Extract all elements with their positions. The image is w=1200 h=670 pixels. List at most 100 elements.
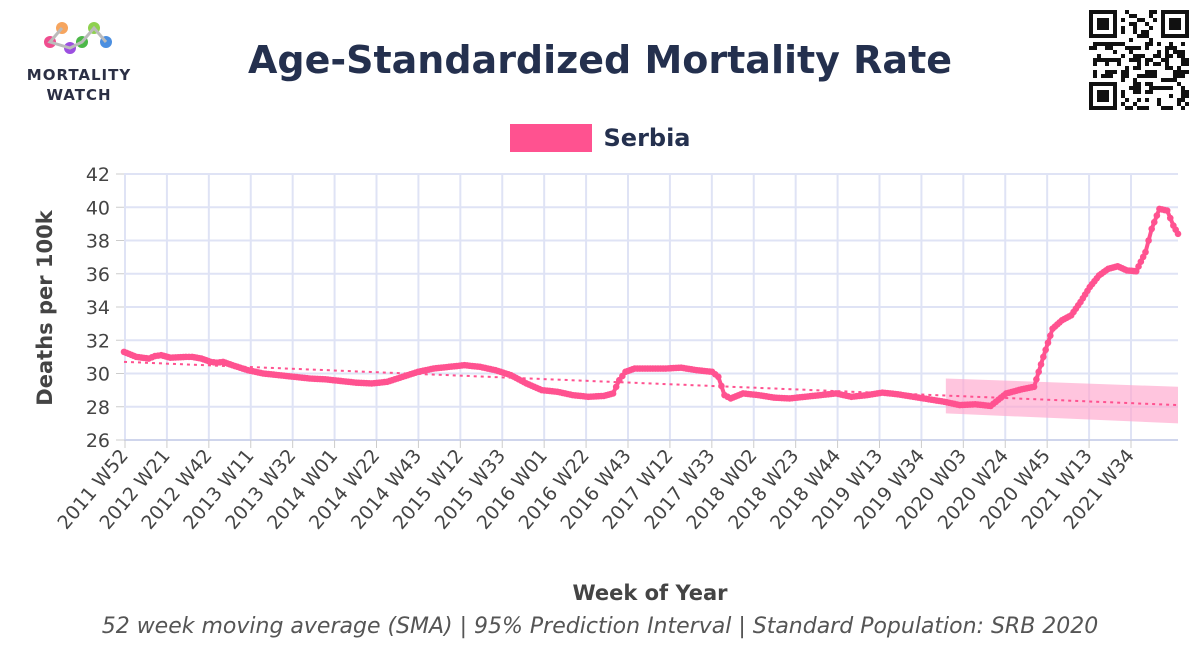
y-tick-label: 34 — [86, 297, 110, 319]
qr-module — [1145, 42, 1149, 46]
qr-module — [1181, 70, 1185, 74]
qr-module — [1177, 50, 1181, 54]
qr-module — [1181, 98, 1185, 102]
qr-module — [1105, 42, 1109, 46]
qr-module — [1129, 50, 1133, 54]
qr-module — [1149, 38, 1153, 42]
data-point — [1047, 332, 1054, 339]
qr-module — [1121, 42, 1125, 46]
qr-module — [1165, 54, 1169, 58]
qr-finder-core — [1169, 18, 1181, 30]
qr-module — [1129, 38, 1133, 42]
qr-module — [1093, 70, 1097, 74]
qr-module — [1137, 18, 1141, 22]
qr-module — [1157, 50, 1161, 54]
chart-footer-note: 52 week moving average (SMA) | 95% Predi… — [101, 614, 1099, 639]
qr-module — [1121, 90, 1125, 94]
qr-code-icon — [1089, 10, 1189, 110]
qr-module — [1121, 30, 1125, 34]
qr-module — [1169, 78, 1173, 82]
y-tick-label: 42 — [86, 164, 110, 186]
qr-module — [1137, 34, 1141, 38]
qr-module — [1161, 58, 1165, 62]
data-point — [609, 390, 617, 397]
qr-module — [1149, 74, 1153, 78]
qr-module — [1165, 66, 1169, 70]
qr-module — [1165, 62, 1169, 66]
qr-module — [1145, 62, 1149, 66]
qr-module — [1137, 66, 1141, 70]
qr-module — [1093, 46, 1097, 50]
y-tick-label: 26 — [86, 430, 110, 452]
qr-module — [1105, 70, 1109, 74]
qr-module — [1185, 62, 1189, 66]
qr-module — [1185, 102, 1189, 106]
data-point — [1142, 248, 1149, 256]
qr-module — [1157, 86, 1161, 90]
qr-module — [1141, 34, 1145, 38]
qr-module — [1101, 74, 1105, 78]
qr-module — [1101, 58, 1105, 62]
qr-module — [1169, 86, 1173, 90]
qr-module — [1185, 58, 1189, 62]
qr-module — [1137, 82, 1141, 86]
qr-module — [1165, 46, 1169, 50]
qr-module — [1153, 54, 1157, 58]
qr-module — [1113, 58, 1117, 62]
y-axis-label: Deaths per 100k — [33, 209, 57, 405]
qr-module — [1177, 82, 1181, 86]
qr-module — [1109, 46, 1113, 50]
qr-module — [1185, 94, 1189, 98]
qr-module — [1121, 54, 1125, 58]
qr-module — [1149, 90, 1153, 94]
qr-module — [1125, 46, 1129, 50]
qr-module — [1157, 62, 1161, 66]
qr-module — [1109, 42, 1113, 46]
qr-module — [1113, 42, 1117, 46]
qr-module — [1121, 94, 1125, 98]
qr-module — [1145, 46, 1149, 50]
qr-module — [1145, 34, 1149, 38]
qr-module — [1129, 22, 1133, 26]
qr-module — [1157, 54, 1161, 58]
qr-module — [1129, 86, 1133, 90]
qr-module — [1125, 10, 1129, 14]
qr-module — [1181, 74, 1185, 78]
qr-module — [1109, 74, 1113, 78]
qr-module — [1125, 70, 1129, 74]
qr-module — [1169, 106, 1173, 110]
qr-module — [1133, 26, 1137, 30]
qr-module — [1161, 106, 1165, 110]
qr-module — [1181, 54, 1185, 58]
qr-module — [1137, 58, 1141, 62]
qr-module — [1137, 106, 1141, 110]
qr-module — [1157, 42, 1161, 46]
data-point — [1166, 214, 1174, 222]
qr-module — [1145, 30, 1149, 34]
qr-module — [1149, 86, 1153, 90]
y-tick-label: 40 — [86, 197, 110, 219]
qr-module — [1137, 86, 1141, 90]
chart-legend: Serbia — [0, 124, 1200, 152]
data-point — [1040, 353, 1047, 361]
legend-swatch-serbia — [509, 124, 592, 152]
qr-module — [1149, 26, 1153, 30]
qr-module — [1093, 74, 1097, 78]
qr-module — [1117, 58, 1121, 62]
qr-module — [1149, 58, 1153, 62]
qr-module — [1165, 78, 1169, 82]
qr-module — [1129, 106, 1133, 110]
qr-module — [1117, 62, 1121, 66]
y-tick-label: 38 — [86, 231, 110, 253]
qr-module — [1141, 54, 1145, 58]
qr-module — [1125, 98, 1129, 102]
qr-module — [1149, 70, 1153, 74]
qr-module — [1141, 106, 1145, 110]
logo-text-line2: WATCH — [46, 86, 112, 104]
qr-module — [1121, 26, 1125, 30]
qr-module — [1105, 58, 1109, 62]
qr-module — [1169, 46, 1173, 50]
qr-module — [1145, 90, 1149, 94]
qr-module — [1129, 14, 1133, 18]
data-point — [1150, 218, 1158, 226]
